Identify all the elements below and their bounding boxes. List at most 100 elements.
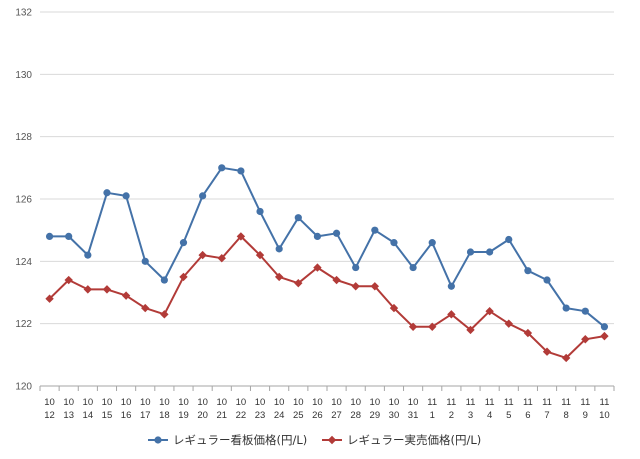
data-point: [141, 303, 150, 313]
x-tick-label-day: 24: [274, 410, 285, 421]
data-point: [141, 257, 149, 265]
x-tick-label-day: 2: [449, 410, 454, 421]
x-tick-label-month: 10: [293, 397, 304, 408]
data-point: [332, 275, 341, 285]
data-point: [65, 232, 73, 240]
series-line: [49, 166, 606, 328]
x-tick-label-month: 10: [83, 397, 94, 408]
data-point: [45, 232, 54, 240]
data-point: [486, 248, 494, 256]
x-tick-label-day: 13: [63, 410, 74, 421]
x-tick-label-day: 27: [331, 410, 342, 421]
y-tick-label: 126: [15, 195, 32, 206]
x-tick-label-month: 11: [542, 397, 552, 408]
legend-label: レギュラー実売価格(円/L): [347, 433, 481, 447]
data-point: [409, 263, 417, 272]
x-axis-ticks: 10 1 2 10 13 10 14 10 15 10 16 10 17 10 18 10 19 10 20 10 21…: [44, 397, 609, 421]
x-tick-label-day: 7: [544, 410, 549, 421]
data-point: [371, 226, 379, 234]
data-point: [447, 282, 455, 290]
data-point: [543, 276, 551, 284]
data-point: [217, 254, 226, 263]
x-tick-label-month: 11: [580, 397, 590, 408]
x-tick-label-month: 10: [63, 397, 74, 408]
x-tick-label-day: 23: [255, 410, 266, 421]
y-axis-ticks: 120 122 124 126 128 130 132: [15, 8, 32, 393]
x-tick-label-day: 28: [350, 410, 361, 421]
x-tick-label-month: 11: [523, 397, 533, 408]
data-point: [160, 310, 169, 319]
x-tick-label-day: 29: [370, 410, 381, 421]
x-tick-label-month: 10: [350, 397, 361, 408]
x-tick-label-day: 16: [121, 410, 132, 421]
x-tick-label-month: 10: [44, 397, 55, 408]
legend-marker: [154, 436, 162, 444]
series-line: [48, 235, 605, 359]
data-point: [237, 167, 245, 175]
x-tick-label-day: 19: [178, 410, 189, 421]
x-tick-label-day: 20: [197, 410, 208, 421]
data-point: [466, 248, 475, 256]
x-tick-label-month: 10: [274, 397, 285, 408]
x-tick-label-month: 10: [197, 397, 208, 408]
data-point: [428, 239, 436, 247]
data-point: [504, 319, 513, 328]
data-point: [524, 267, 532, 275]
x-tick-label-day: 8: [564, 410, 569, 421]
x-tick-label-month: 11: [446, 397, 456, 408]
series-2: [45, 232, 609, 363]
x-tick-label-day: 3: [468, 410, 473, 421]
data-point: [447, 310, 456, 319]
data-point: [313, 263, 322, 272]
data-point: [102, 285, 112, 294]
x-tick-label-day: 17: [140, 410, 151, 421]
series-1: [45, 164, 609, 331]
data-point: [255, 250, 265, 260]
x-tick-label-month: 11: [504, 397, 514, 408]
x-tick-label-month: 11: [561, 397, 571, 408]
data-point: [581, 335, 590, 344]
x-tick-label-day: 1: [430, 410, 435, 421]
x-tick-label-month: 11: [466, 397, 476, 408]
data-point: [581, 307, 589, 315]
x-tick-label-day: 30: [389, 410, 400, 421]
grid-lines: [40, 11, 614, 325]
x-tick-label-day: 4: [487, 410, 492, 421]
x-tick-label-day: 25: [293, 410, 304, 421]
x-tick-label-day: 15: [102, 410, 113, 421]
x-tick-label-day: 18: [159, 410, 170, 421]
x-tick-label-day: 21: [216, 410, 227, 421]
x-tick-label-month: 10: [102, 397, 113, 408]
data-point: [562, 304, 570, 312]
x-tick-label-month: 10: [216, 397, 227, 408]
data-point: [236, 232, 246, 241]
y-tick-label: 132: [15, 8, 32, 19]
data-point: [428, 322, 437, 331]
data-point: [313, 232, 322, 240]
y-tick-label: 120: [15, 382, 32, 393]
data-point: [600, 331, 609, 341]
data-point: [294, 214, 302, 222]
axes: [39, 385, 615, 391]
x-tick-label-day: 14: [83, 410, 94, 421]
data-point: [351, 282, 360, 291]
y-tick-label: 124: [15, 257, 32, 268]
data-point: [332, 229, 341, 237]
x-tick-label-month: 11: [485, 397, 495, 408]
data-point: [45, 294, 54, 303]
legend-item-1: レギュラー看板価格(円/L): [148, 433, 307, 447]
x-tick-label-month: 10: [370, 397, 381, 408]
data-point: [561, 353, 571, 363]
x-tick-label-day: 22: [236, 410, 247, 421]
data-point: [294, 278, 303, 288]
data-point: [505, 235, 513, 244]
legend-item-2: レギュラー実売価格(円/L): [322, 433, 481, 447]
x-tick-label-month: 10: [159, 397, 170, 408]
data-point: [198, 250, 207, 260]
data-point: [218, 164, 226, 172]
data-point: [64, 275, 73, 285]
data-point: [179, 272, 188, 282]
x-tick-label-month: 10: [389, 397, 400, 408]
data-point: [199, 192, 207, 200]
